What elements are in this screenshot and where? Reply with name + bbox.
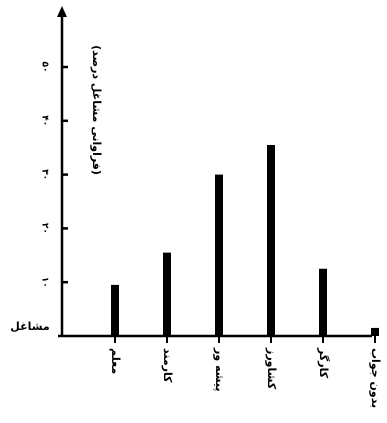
y-tick-label: ۳۰ <box>40 169 50 180</box>
category-label: کشاورز <box>265 347 278 390</box>
bars <box>111 145 379 336</box>
y-tick-label: ۴۰ <box>40 115 50 126</box>
y-tick-label: ۲۰ <box>40 223 50 234</box>
bar-0 <box>111 284 119 336</box>
bar-3 <box>267 145 275 336</box>
y-axis-title: (فراوانی مشاغل درصد) <box>90 45 103 175</box>
y-axis-arrow <box>57 6 67 17</box>
y-tick-label: ۵۰ <box>40 62 50 73</box>
bar-2 <box>215 174 223 336</box>
x-axis-title: مشاغل <box>10 320 49 333</box>
category-labels: معلم کارمند پیشه ور کشاورز کارگر بدون جواب <box>109 347 382 408</box>
category-label: کارمند <box>161 348 174 383</box>
category-label: بدون جواب <box>369 348 382 408</box>
category-label: پیشه ور <box>213 347 226 391</box>
y-ticks: ۱۰ ۲۰ ۳۰ ۴۰ ۵۰ <box>40 62 68 288</box>
bar-1 <box>163 252 171 336</box>
bar-5 <box>371 327 379 336</box>
bar-4 <box>319 268 327 336</box>
category-label: معلم <box>109 348 122 374</box>
category-label: کارگر <box>317 347 330 379</box>
y-tick-label: ۱۰ <box>40 277 50 288</box>
x-ticks <box>114 336 376 343</box>
